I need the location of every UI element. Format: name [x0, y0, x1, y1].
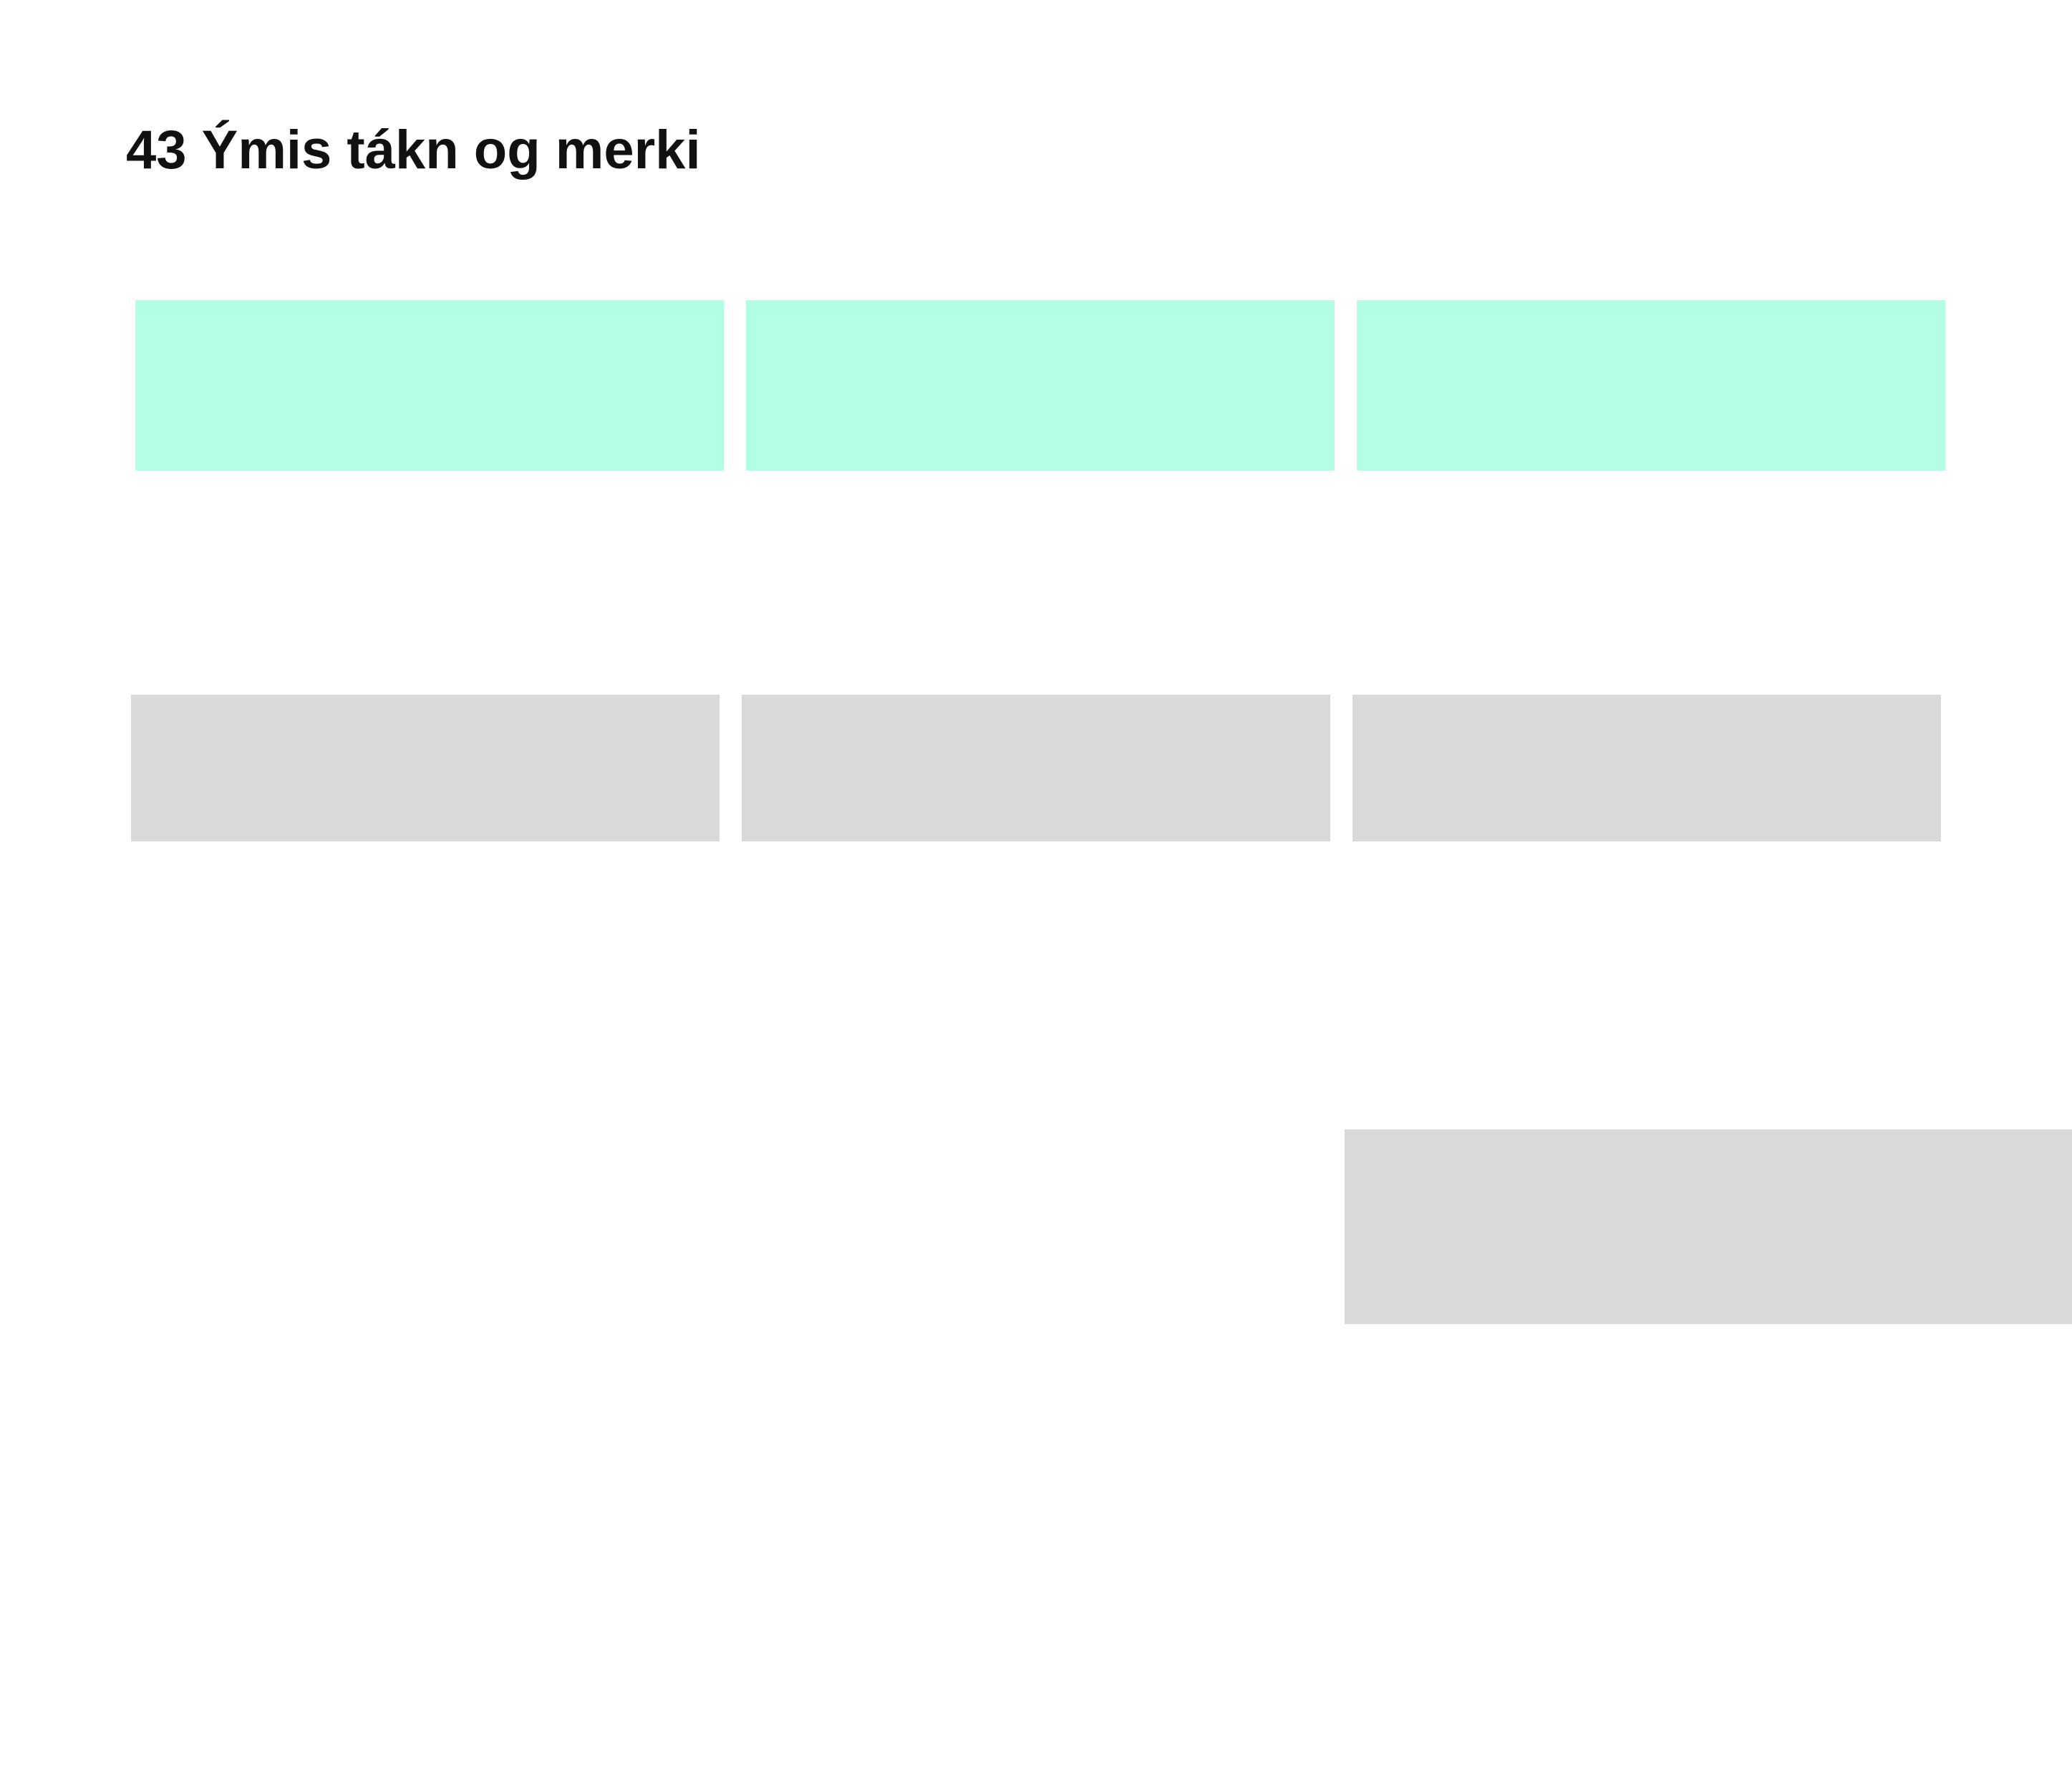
header-cell-3 — [1357, 300, 1945, 470]
content-cell-4 — [1345, 1129, 2072, 1324]
page-title: 43 Ýmis tákn og merki — [126, 120, 701, 180]
header-cell-2 — [746, 300, 1335, 470]
header-cell-1 — [135, 300, 724, 470]
content-cell-3 — [1352, 695, 1941, 841]
content-cell-2 — [742, 695, 1330, 841]
content-cell-1 — [131, 695, 720, 841]
